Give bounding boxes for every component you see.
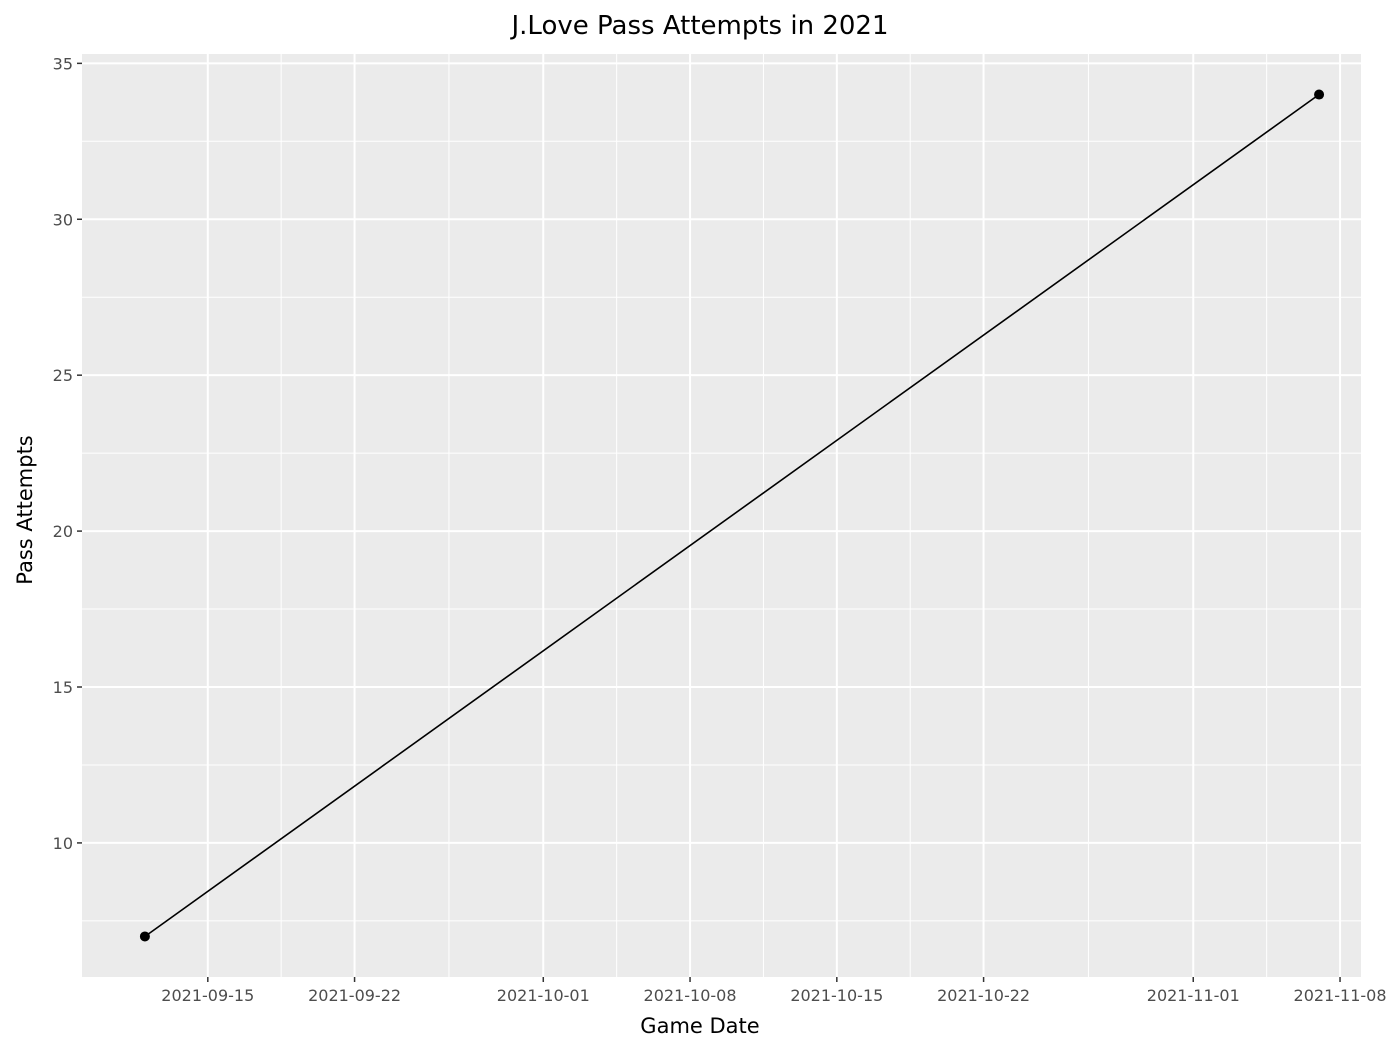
y-tick-label: 15 (53, 678, 73, 697)
y-tick-label: 30 (53, 210, 73, 229)
x-tick-label: 2021-11-08 (1294, 986, 1387, 1005)
data-point (139, 931, 150, 942)
x-axis: 2021-09-15 2021-09-22 2021-10-01 2021-10-08… (161, 977, 1387, 1005)
x-tick-label: 2021-09-15 (161, 986, 254, 1005)
y-axis: 10 15 20 25 30 35 (53, 54, 82, 853)
major-grid (82, 54, 1361, 977)
x-tick-label: 2021-10-22 (937, 986, 1030, 1005)
x-axis-title: Game Date (640, 1014, 759, 1038)
x-tick-label: 2021-10-01 (497, 986, 590, 1005)
y-tick-label: 10 (53, 834, 73, 853)
x-tick-label: 2021-11-01 (1147, 986, 1240, 1005)
y-tick-label: 25 (53, 366, 73, 385)
x-tick-label: 2021-10-08 (644, 986, 737, 1005)
minor-grid (82, 54, 1361, 977)
plot-panel (82, 54, 1361, 977)
x-tick-label: 2021-09-22 (308, 986, 401, 1005)
chart-title: J.Love Pass Attempts in 2021 (510, 11, 889, 41)
series-line (144, 93, 1320, 938)
x-tick-label: 2021-10-15 (790, 986, 883, 1005)
series-layer (139, 89, 1325, 942)
y-tick-label: 35 (53, 54, 73, 73)
y-tick-label: 20 (53, 522, 73, 541)
y-axis-title: Pass Attempts (13, 435, 37, 585)
data-point (1314, 89, 1325, 100)
